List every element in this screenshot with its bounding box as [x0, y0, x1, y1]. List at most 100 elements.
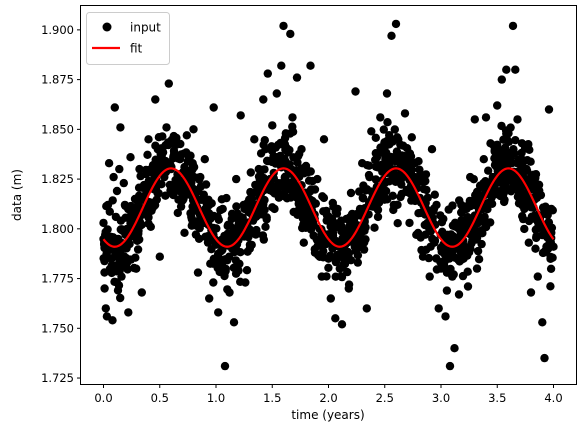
data-point — [144, 135, 153, 144]
data-point — [524, 140, 533, 149]
data-point — [473, 246, 483, 256]
data-point — [286, 29, 295, 39]
data-point — [344, 280, 354, 289]
data-point — [157, 153, 166, 162]
data-point — [272, 89, 281, 98]
data-point — [544, 105, 554, 114]
data-point — [275, 190, 284, 199]
data-point — [499, 197, 509, 207]
data-point — [370, 223, 379, 232]
data-point — [509, 145, 518, 154]
data-point — [379, 125, 388, 134]
data-point — [104, 159, 114, 168]
data-point — [119, 252, 129, 261]
data-point — [434, 304, 443, 313]
data-point — [101, 227, 110, 237]
data-point — [195, 223, 204, 233]
data-point — [518, 212, 527, 221]
data-point — [536, 190, 546, 200]
data-point — [134, 229, 143, 238]
data-point — [328, 198, 337, 208]
data-point — [443, 249, 452, 258]
data-point — [374, 198, 384, 207]
data-point — [131, 253, 140, 262]
data-point — [214, 249, 223, 258]
data-point — [232, 202, 241, 211]
data-point — [212, 224, 221, 233]
data-point — [319, 135, 329, 144]
data-point — [501, 126, 511, 135]
data-point — [246, 187, 255, 197]
data-point — [306, 167, 315, 176]
data-point — [114, 234, 123, 244]
x-tick-label: 0.0 — [94, 391, 112, 405]
data-point — [116, 293, 125, 303]
data-point — [472, 264, 482, 273]
data-point — [479, 155, 488, 164]
y-tick-label: 1.825 — [41, 172, 74, 186]
data-point — [301, 161, 311, 171]
data-point — [546, 252, 555, 262]
data-point — [484, 166, 493, 175]
data-point — [442, 286, 452, 295]
data-point — [356, 238, 365, 247]
data-point — [492, 151, 501, 161]
y-axis: 1.725 1.750 1.775 1.800 1.825 1.850 1.875 1.900 — [41, 23, 81, 385]
data-point — [209, 211, 218, 221]
data-point — [525, 201, 534, 211]
data-point — [455, 196, 464, 205]
data-point — [293, 158, 302, 167]
data-point — [239, 200, 248, 210]
data-point — [459, 243, 468, 252]
data-point — [531, 244, 540, 253]
data-point — [205, 294, 214, 303]
data-point — [326, 251, 335, 260]
data-point — [306, 61, 315, 70]
data-point — [157, 180, 166, 189]
data-point — [335, 218, 344, 228]
data-point — [269, 152, 278, 161]
data-point — [189, 125, 198, 134]
x-tick-label: 2.5 — [376, 391, 394, 405]
data-point — [129, 263, 139, 273]
data-point — [187, 221, 196, 230]
data-point — [245, 195, 254, 204]
data-point — [299, 220, 308, 229]
data-point — [194, 234, 204, 243]
scatter-points — [99, 19, 558, 371]
data-point — [176, 139, 185, 149]
data-point — [391, 177, 400, 186]
data-point — [514, 199, 524, 208]
data-point — [259, 140, 268, 149]
data-point — [116, 216, 126, 225]
data-point — [376, 113, 385, 122]
data-point — [319, 207, 328, 216]
data-point — [402, 144, 412, 153]
x-axis: 0.0 0.5 1.0 1.5 2.0 2.5 3.0 3.5 4.0 — [94, 384, 563, 405]
data-point — [469, 175, 478, 184]
data-point — [445, 361, 455, 371]
data-point — [467, 239, 476, 248]
data-point — [214, 308, 223, 317]
data-point — [526, 288, 536, 297]
data-point — [426, 226, 436, 236]
data-point — [446, 264, 455, 274]
data-point — [250, 229, 260, 238]
data-point — [289, 207, 298, 217]
data-point — [501, 178, 510, 187]
data-point — [332, 255, 341, 264]
data-point — [262, 215, 271, 224]
data-point — [384, 159, 394, 168]
y-tick-label: 1.750 — [41, 321, 74, 335]
data-point — [105, 207, 115, 216]
data-point — [161, 141, 170, 150]
data-point — [117, 225, 126, 234]
data-point — [457, 208, 466, 217]
data-point — [143, 150, 152, 159]
data-point — [393, 200, 402, 209]
data-point — [108, 196, 117, 205]
data-point — [310, 185, 320, 194]
data-point — [514, 178, 524, 187]
data-point — [420, 220, 429, 230]
